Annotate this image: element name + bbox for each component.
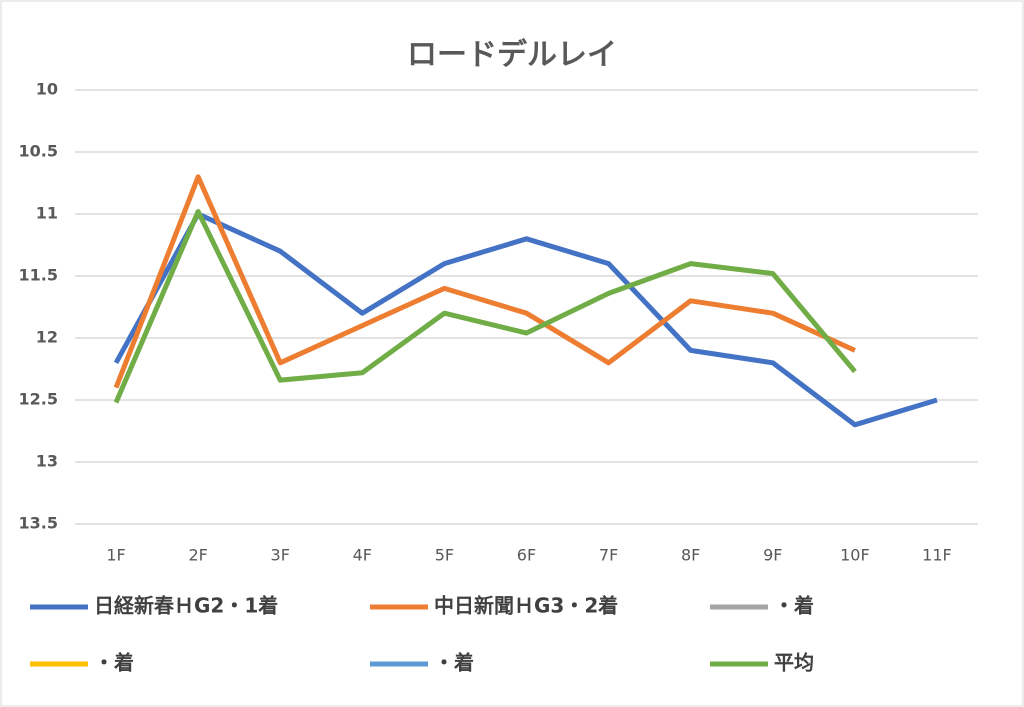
series-line — [113, 209, 857, 404]
y-tick-label: 10.5 — [19, 142, 58, 161]
x-tick-label: 1F — [106, 546, 125, 565]
y-tick-label: 10 — [36, 80, 58, 99]
legend-label: 日経新春ＨG2・1着 — [94, 594, 278, 618]
chart-title: ロードデルレイ — [407, 38, 617, 73]
legend-label: 中日新聞ＨG3・2着 — [434, 594, 618, 618]
x-tick-label: 9F — [763, 546, 782, 565]
x-tick-label: 6F — [517, 546, 536, 565]
y-tick-label: 11.5 — [19, 266, 58, 285]
y-tick-label: 13 — [36, 452, 58, 471]
legend-label: ・着 — [94, 651, 134, 675]
x-tick-label: 2F — [188, 546, 207, 565]
series-line — [113, 211, 938, 428]
x-tick-label: 8F — [681, 546, 700, 565]
y-tick-label: 11 — [36, 204, 58, 223]
x-tick-label: 7F — [599, 546, 618, 565]
x-tick-label: 5F — [435, 546, 454, 565]
legend-label: 平均 — [774, 651, 814, 675]
y-tick-label: 12.5 — [19, 390, 58, 409]
x-tick-label: 4F — [353, 546, 372, 565]
series-line — [113, 174, 856, 389]
x-tick-label: 10F — [840, 546, 870, 565]
y-tick-label: 12 — [36, 328, 58, 347]
legend-label: ・着 — [434, 651, 474, 675]
y-tick-label: 13.5 — [19, 514, 58, 533]
x-tick-label: 3F — [271, 546, 290, 565]
legend-label: ・着 — [774, 594, 814, 618]
x-tick-label: 11F — [922, 546, 952, 565]
